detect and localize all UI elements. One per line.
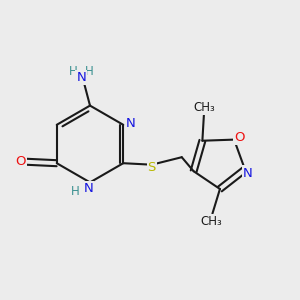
Text: H: H bbox=[85, 65, 94, 78]
Text: CH₃: CH₃ bbox=[200, 214, 222, 228]
Text: S: S bbox=[148, 160, 156, 174]
Text: N: N bbox=[84, 182, 93, 196]
Text: H: H bbox=[69, 65, 78, 78]
Text: H: H bbox=[70, 185, 80, 198]
Text: O: O bbox=[16, 154, 26, 168]
Text: N: N bbox=[76, 70, 86, 84]
Text: CH₃: CH₃ bbox=[194, 101, 215, 114]
Text: O: O bbox=[234, 131, 245, 144]
Text: N: N bbox=[243, 167, 253, 179]
Text: N: N bbox=[126, 117, 136, 130]
